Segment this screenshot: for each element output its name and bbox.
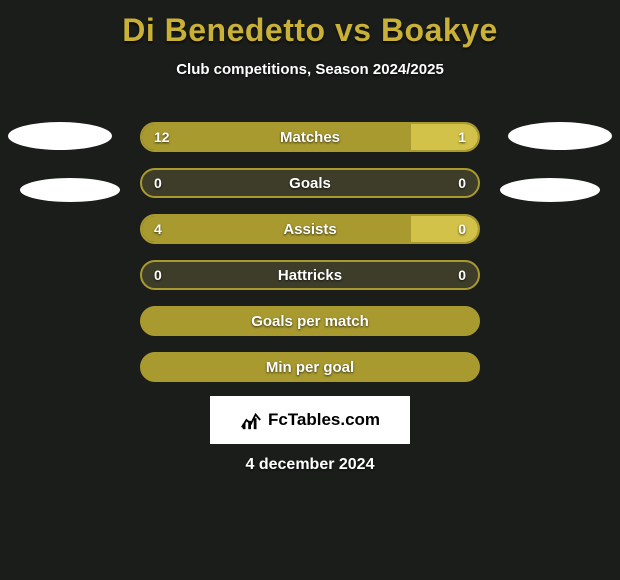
stat-label: Hattricks (142, 262, 478, 288)
player-left-photo-placeholder (8, 122, 112, 150)
stat-bar: 00Hattricks (140, 260, 480, 290)
stat-label: Min per goal (142, 354, 478, 380)
page-title: Di Benedetto vs Boakye (0, 0, 620, 49)
stat-bar: Goals per match (140, 306, 480, 336)
page-subtitle: Club competitions, Season 2024/2025 (0, 61, 620, 78)
snapshot-date: 4 december 2024 (0, 456, 620, 474)
player-left-shadow (20, 178, 120, 202)
attribution-text: FcTables.com (268, 410, 380, 430)
player-right-photo-placeholder (508, 122, 612, 150)
stat-bar: Min per goal (140, 352, 480, 382)
comparison-bars: 121Matches 00Goals 40Assists 00Hattricks Goa… (140, 122, 480, 398)
stat-label: Goals (142, 170, 478, 196)
chart-icon (240, 409, 262, 431)
stat-bar: 121Matches (140, 122, 480, 152)
player-right-shadow (500, 178, 600, 202)
stat-label: Matches (142, 124, 478, 150)
stat-label: Assists (142, 216, 478, 242)
stat-bar: 40Assists (140, 214, 480, 244)
stat-bar: 00Goals (140, 168, 480, 198)
stat-label: Goals per match (142, 308, 478, 334)
attribution-logo: FcTables.com (210, 396, 410, 444)
